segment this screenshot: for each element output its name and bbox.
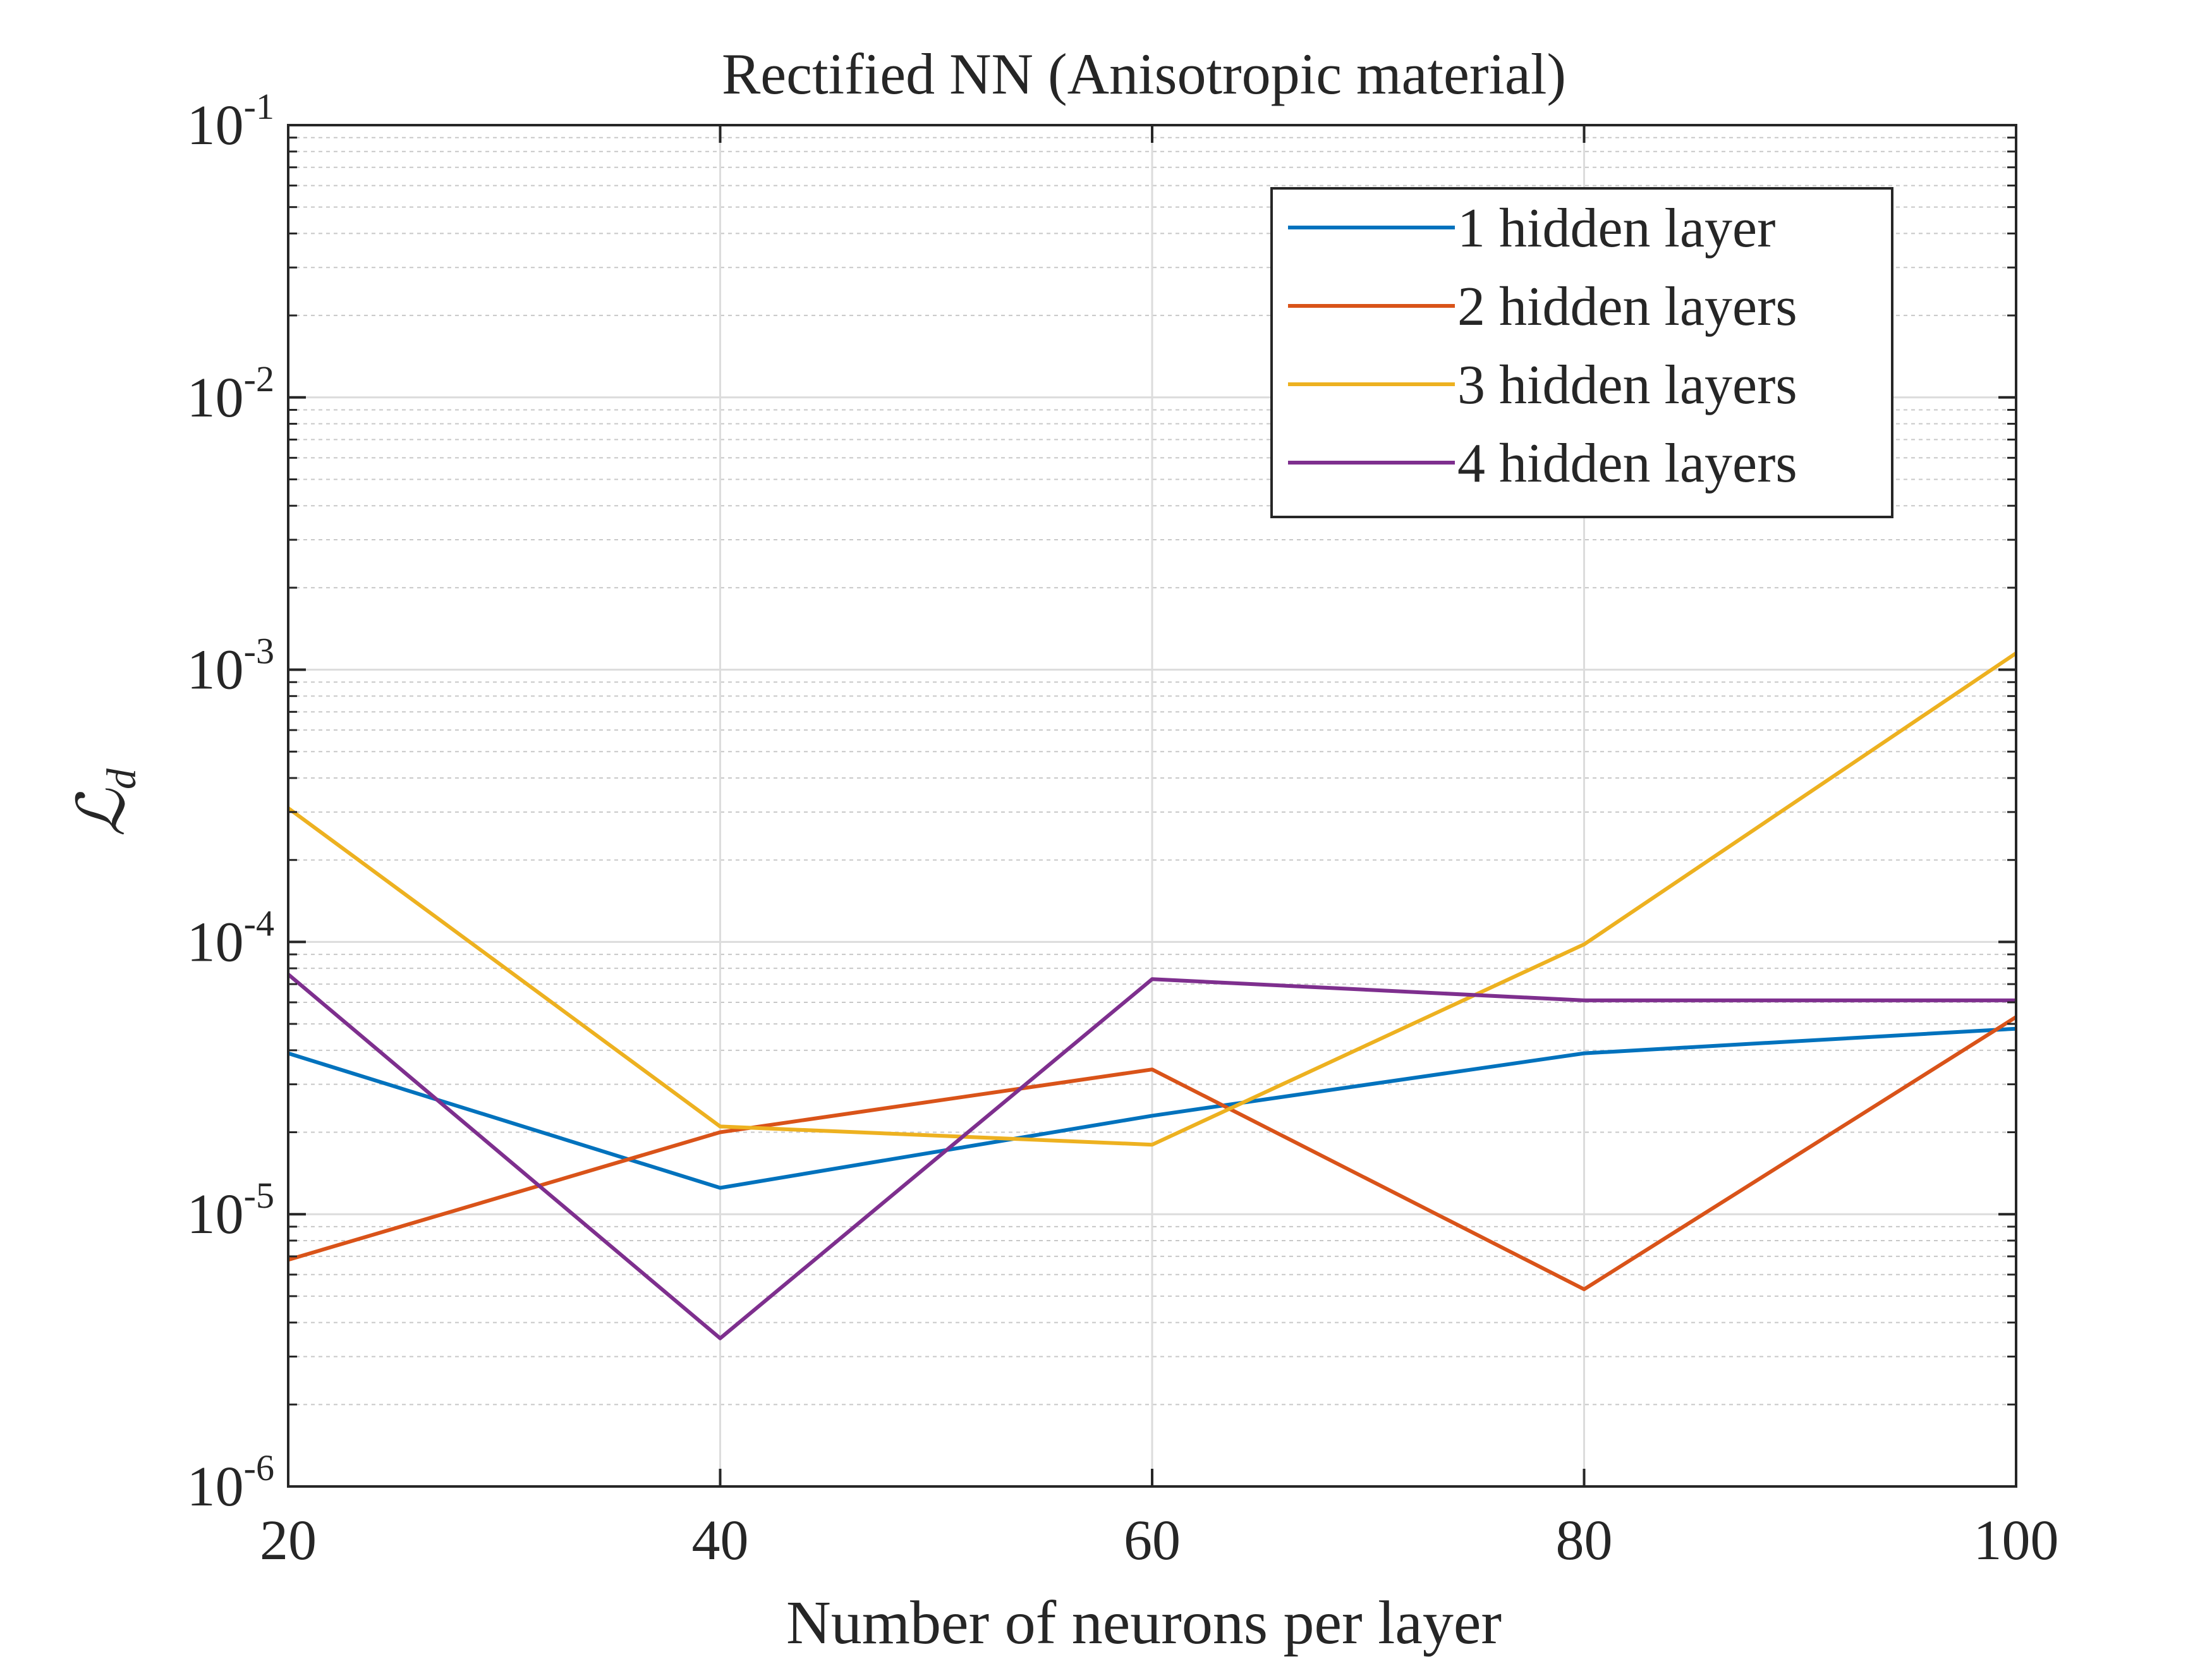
chart-title: Rectified NN (Anisotropic material) [722, 42, 1566, 106]
legend: 1 hidden layer 2 hidden layers 3 hidden la… [1270, 187, 1893, 518]
y-tick-label-exponent: -5 [244, 1175, 274, 1216]
x-tick-label: 40 [692, 1509, 749, 1572]
y-tick-label-base: 10 [187, 1183, 244, 1246]
y-tick-label: 10-2 [187, 358, 274, 429]
svg-text:ℒd: ℒd [66, 768, 145, 837]
y-tick-label: 10-4 [187, 902, 274, 973]
y-tick-label-base: 10 [187, 639, 244, 702]
y-tick-label: 10-6 [187, 1447, 274, 1518]
legend-label-4: 4 hidden layers [1457, 433, 1797, 494]
y-tick-label-exponent: -6 [244, 1447, 274, 1488]
y-tick-label: 10-5 [187, 1175, 274, 1246]
x-axis-label: Number of neurons per layer [786, 1589, 1502, 1657]
legend-label-3: 3 hidden layers [1457, 355, 1797, 416]
legend-label-2: 2 hidden layers [1457, 276, 1797, 337]
y-tick-label-base: 10 [187, 1455, 244, 1518]
axis-ticks [287, 124, 2017, 1488]
series-line-1 [288, 1026, 2017, 1190]
y-tick-label-base: 10 [187, 911, 244, 973]
y-tick-label-exponent: -1 [244, 86, 274, 127]
y-tick-label-exponent: -2 [244, 358, 274, 399]
y-tick-label-exponent: -3 [244, 631, 274, 672]
y-axis-label-main: ℒ [66, 788, 138, 837]
y-tick-label-exponent: -4 [244, 902, 274, 944]
x-tick-label: 20 [260, 1509, 317, 1572]
y-tick-label: 10-3 [187, 631, 274, 702]
tick-labels: 10-610-510-410-310-210-120 40 60 80 100 [187, 86, 2059, 1572]
x-tick-label: 80 [1556, 1509, 1613, 1572]
legend-label-1: 1 hidden layer [1457, 198, 1775, 259]
y-tick-label-base: 10 [187, 367, 244, 429]
y-axis-label-subscript: d [99, 768, 145, 789]
x-tick-label: 100 [1974, 1509, 2059, 1572]
series-line-2 [288, 1015, 2017, 1291]
y-tick-label-base: 10 [187, 94, 244, 157]
y-tick-label: 10-1 [187, 86, 274, 157]
y-axis-label: ℒd [66, 768, 145, 837]
series-lines [287, 652, 2017, 1340]
series-line-4 [287, 973, 2016, 1340]
x-tick-label: 60 [1124, 1509, 1181, 1572]
series-line-3 [287, 652, 2017, 1147]
